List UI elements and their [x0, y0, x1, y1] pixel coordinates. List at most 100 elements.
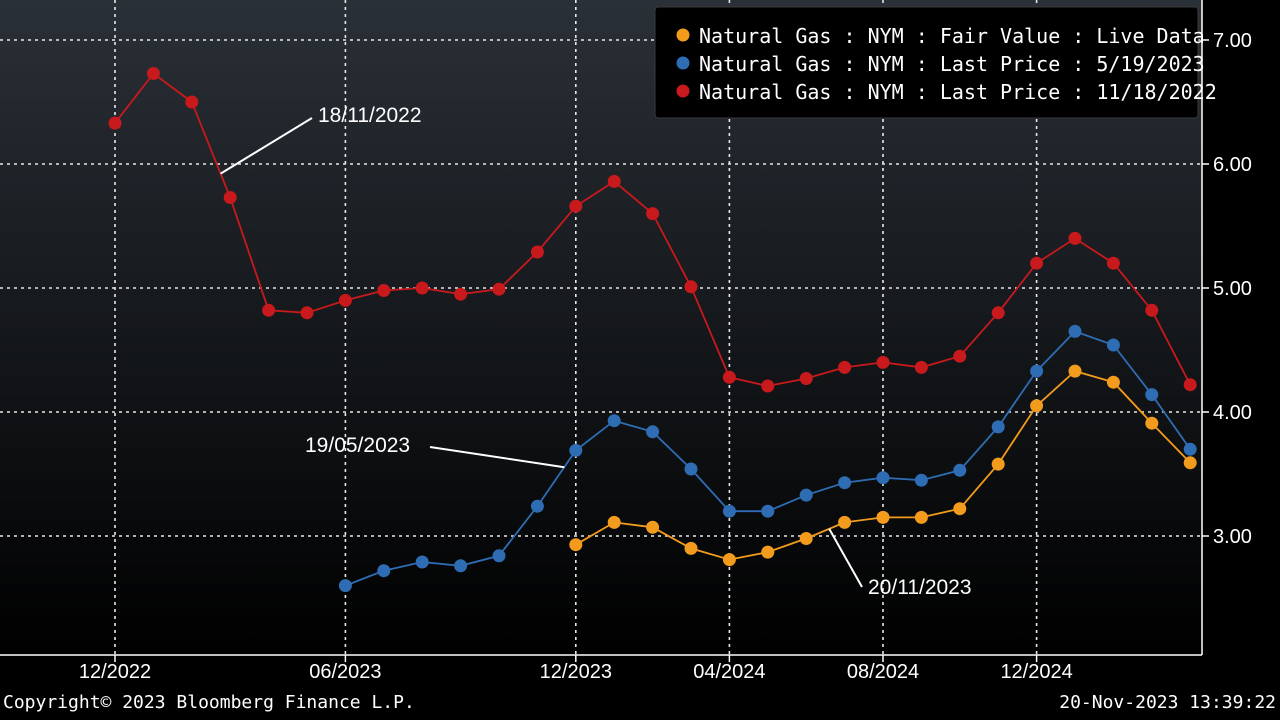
- annotation-leader: [429, 446, 565, 469]
- data-point: [646, 425, 660, 439]
- data-point: [838, 515, 852, 529]
- legend-label: Natural Gas : NYM : Last Price : 5/19/20…: [699, 52, 1205, 76]
- data-point: [991, 306, 1005, 320]
- data-point: [569, 199, 583, 213]
- legend-marker: [676, 28, 690, 42]
- annotation-label: 19/05/2023: [305, 434, 410, 457]
- data-point: [607, 414, 621, 428]
- data-point: [761, 504, 775, 518]
- data-point: [684, 462, 698, 476]
- data-point: [338, 579, 352, 593]
- timestamp-text: 20-Nov-2023 13:39:22: [1059, 692, 1276, 713]
- data-point: [1183, 456, 1197, 470]
- annotation-label: 18/11/2022: [318, 104, 422, 127]
- legend-marker: [676, 84, 690, 98]
- axes: 3.00 4.00 5.00 6.00 7.00 12/2022 06/2023 12/202…: [0, 0, 1252, 683]
- legend: Natural Gas : NYM : Fair Value : Live Da…: [654, 6, 1217, 119]
- data-point: [914, 510, 928, 524]
- data-point: [722, 553, 736, 567]
- fair-value-series: [569, 364, 1197, 567]
- data-point: [454, 559, 468, 573]
- legend-label: Natural Gas : NYM : Fair Value : Live Da…: [699, 24, 1205, 48]
- data-point: [684, 280, 698, 294]
- data-point: [799, 488, 813, 502]
- data-point: [415, 281, 429, 295]
- data-point: [530, 245, 544, 259]
- x-tick-label: 04/2024: [693, 661, 765, 683]
- data-point: [914, 360, 928, 374]
- data-point: [1068, 364, 1082, 378]
- data-point: [569, 443, 583, 457]
- data-point: [454, 287, 468, 301]
- y-tick-label: 5.00: [1213, 278, 1252, 300]
- annotation-layer: 18/11/2022 19/05/2023 20/11/2023: [220, 104, 972, 599]
- data-point: [1030, 256, 1044, 270]
- data-point: [1183, 378, 1197, 392]
- data-point: [1106, 256, 1120, 270]
- annotation-label: 20/11/2023: [868, 576, 972, 599]
- legend-label: Natural Gas : NYM : Last Price : 11/18/2…: [699, 80, 1217, 104]
- data-point: [1068, 231, 1082, 245]
- data-point: [953, 463, 967, 477]
- data-point: [876, 471, 890, 485]
- x-tick-label: 06/2023: [309, 661, 381, 683]
- data-point: [1145, 303, 1159, 317]
- data-point: [262, 303, 276, 317]
- data-point: [722, 370, 736, 384]
- y-tick-label: 7.00: [1213, 30, 1252, 52]
- data-point: [799, 532, 813, 545]
- data-point: [607, 515, 621, 529]
- data-point: [338, 293, 352, 307]
- data-point: [1106, 375, 1120, 389]
- data-point: [838, 360, 852, 374]
- data-point: [377, 564, 391, 578]
- data-point: [799, 372, 813, 385]
- data-point: [1145, 388, 1159, 402]
- data-point: [761, 379, 775, 393]
- x-tick-label: 12/2023: [540, 661, 612, 683]
- legend-box: [654, 6, 1199, 119]
- data-point: [684, 541, 698, 555]
- data-point: [914, 473, 928, 487]
- copyright-text: Copyright© 2023 Bloomberg Finance L.P.: [3, 692, 415, 713]
- y-tick-label: 3.00: [1213, 526, 1252, 548]
- data-point: [607, 174, 621, 188]
- series-layer: [108, 67, 1197, 593]
- data-point: [185, 95, 199, 109]
- data-point: [223, 191, 237, 204]
- data-point: [646, 520, 660, 534]
- data-point: [1030, 364, 1044, 378]
- data-point: [146, 67, 160, 80]
- annotation-leader: [828, 528, 863, 588]
- data-point: [876, 510, 890, 524]
- x-tick-label: 12/2024: [1000, 661, 1072, 683]
- data-point: [953, 502, 967, 516]
- data-point: [1183, 442, 1197, 456]
- data-point: [530, 499, 544, 513]
- data-point: [991, 420, 1005, 434]
- data-point: [1068, 324, 1082, 338]
- last-price-may-series: [338, 324, 1197, 593]
- data-point: [646, 207, 660, 221]
- x-tick-label: 12/2022: [79, 661, 151, 683]
- data-point: [415, 555, 429, 569]
- data-point: [492, 282, 506, 296]
- data-point: [838, 476, 852, 490]
- data-point: [569, 538, 583, 552]
- data-point: [876, 355, 890, 369]
- data-point: [953, 349, 967, 363]
- data-point: [300, 306, 314, 320]
- y-tick-label: 6.00: [1213, 154, 1252, 176]
- data-point: [108, 116, 122, 130]
- data-point: [1106, 338, 1120, 352]
- annotation-leader: [220, 117, 313, 175]
- last-price-nov-series: [108, 67, 1197, 393]
- data-point: [1030, 399, 1044, 413]
- data-point: [722, 504, 736, 518]
- data-point: [377, 284, 391, 297]
- data-point: [1145, 416, 1159, 430]
- data-point: [991, 457, 1005, 471]
- legend-marker: [676, 56, 690, 70]
